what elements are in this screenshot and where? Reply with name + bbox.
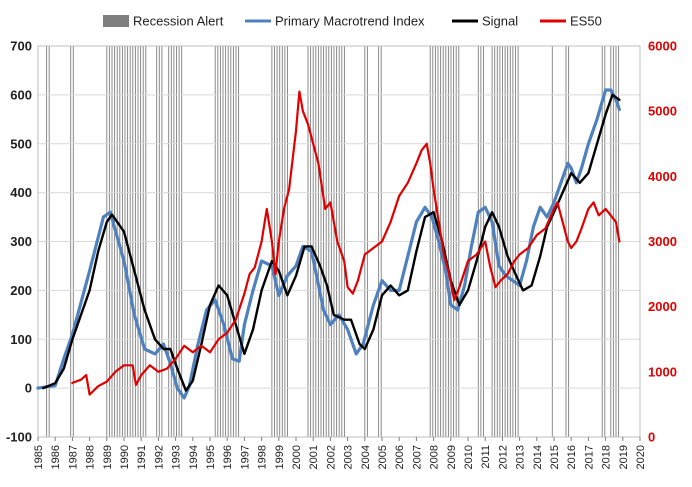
left-tick-label: 500 <box>10 136 32 151</box>
x-tick-label: 1998 <box>257 445 269 469</box>
x-tick-label: 2006 <box>394 445 406 469</box>
legend-item: Primary Macrotrend Index <box>245 14 425 29</box>
x-tick-label: 2008 <box>429 445 441 469</box>
left-axis-ticks: -100 0 100 200 300 400 500 600 700 <box>6 39 32 445</box>
legend-label: Recession Alert <box>133 14 224 29</box>
x-tick-label: 2001 <box>308 445 320 469</box>
x-tick-label: 2018 <box>601 445 613 469</box>
x-tick-label: 1996 <box>222 445 234 469</box>
x-tick-label: 1995 <box>205 445 217 469</box>
x-tick-label: 1999 <box>274 445 286 469</box>
x-tick-label: 2009 <box>446 445 458 469</box>
legend-item: Recession Alert <box>103 14 224 29</box>
x-tick-label: 2012 <box>497 445 509 469</box>
primary-macrotrend-index-line <box>36 88 622 400</box>
left-tick-label: 400 <box>10 185 32 200</box>
right-tick-label: 6000 <box>648 39 677 54</box>
legend-item: Signal <box>452 14 518 29</box>
x-tick-label: 2016 <box>566 445 578 469</box>
left-tick-label: 300 <box>10 234 32 249</box>
x-tick-label: 2007 <box>411 445 423 469</box>
x-tick-label: 2020 <box>635 445 647 469</box>
x-tick-label: 2019 <box>618 445 630 469</box>
x-tick-label: 2004 <box>360 445 372 469</box>
left-tick-label: 600 <box>10 87 32 102</box>
legend-label: Signal <box>482 14 518 29</box>
x-tick-label: 1989 <box>102 445 114 469</box>
x-tick-label: 2015 <box>549 445 561 469</box>
signal-line <box>42 93 621 392</box>
legend-swatch <box>103 15 129 27</box>
right-tick-label: 3000 <box>648 234 677 249</box>
x-axis-ticks: 1985 1986 1987 1988 1989 1990 1991 1992 1993 1994… <box>33 437 647 469</box>
legend-label: ES50 <box>570 14 602 29</box>
x-tick-label: 1997 <box>239 445 251 469</box>
right-tick-label: 1000 <box>648 364 677 379</box>
x-tick-label: 1990 <box>119 445 131 469</box>
series-lines <box>36 88 622 400</box>
x-tick-label: 2014 <box>532 445 544 469</box>
x-tick-label: 1993 <box>171 445 183 469</box>
x-tick-label: 1986 <box>50 445 62 469</box>
left-tick-label: 0 <box>25 381 32 396</box>
legend-item: ES50 <box>540 14 602 29</box>
plot-area-frame <box>37 45 641 438</box>
right-tick-label: 2000 <box>648 299 677 314</box>
legend-label: Primary Macrotrend Index <box>275 14 425 29</box>
x-tick-label: 1985 <box>33 445 45 469</box>
right-tick-label: 5000 <box>648 104 677 119</box>
x-tick-label: 2002 <box>325 445 337 469</box>
x-tick-label: 1994 <box>188 445 200 469</box>
x-tick-label: 1992 <box>153 445 165 469</box>
x-tick-label: 2010 <box>463 445 475 469</box>
x-tick-label: 1988 <box>85 445 97 469</box>
x-tick-label: 2013 <box>515 445 527 469</box>
x-tick-label: 2005 <box>377 445 389 469</box>
x-tick-label: 2003 <box>343 445 355 469</box>
left-tick-label: 100 <box>10 332 32 347</box>
x-tick-label: 2017 <box>583 445 595 469</box>
legend: Recession Alert Primary Macrotrend Index S… <box>103 14 602 29</box>
right-axis-ticks: 0 1000 2000 3000 4000 5000 6000 <box>648 39 677 445</box>
x-tick-label: 1987 <box>67 445 79 469</box>
x-tick-label: 1991 <box>136 445 148 469</box>
right-tick-label: 0 <box>648 430 655 445</box>
left-tick-label: 700 <box>10 39 32 54</box>
left-tick-label: -100 <box>6 430 32 445</box>
right-tick-label: 4000 <box>648 169 677 184</box>
x-tick-label: 2011 <box>480 445 492 469</box>
es50-line <box>71 90 621 396</box>
left-tick-label: 200 <box>10 283 32 298</box>
x-tick-label: 2000 <box>291 445 303 469</box>
